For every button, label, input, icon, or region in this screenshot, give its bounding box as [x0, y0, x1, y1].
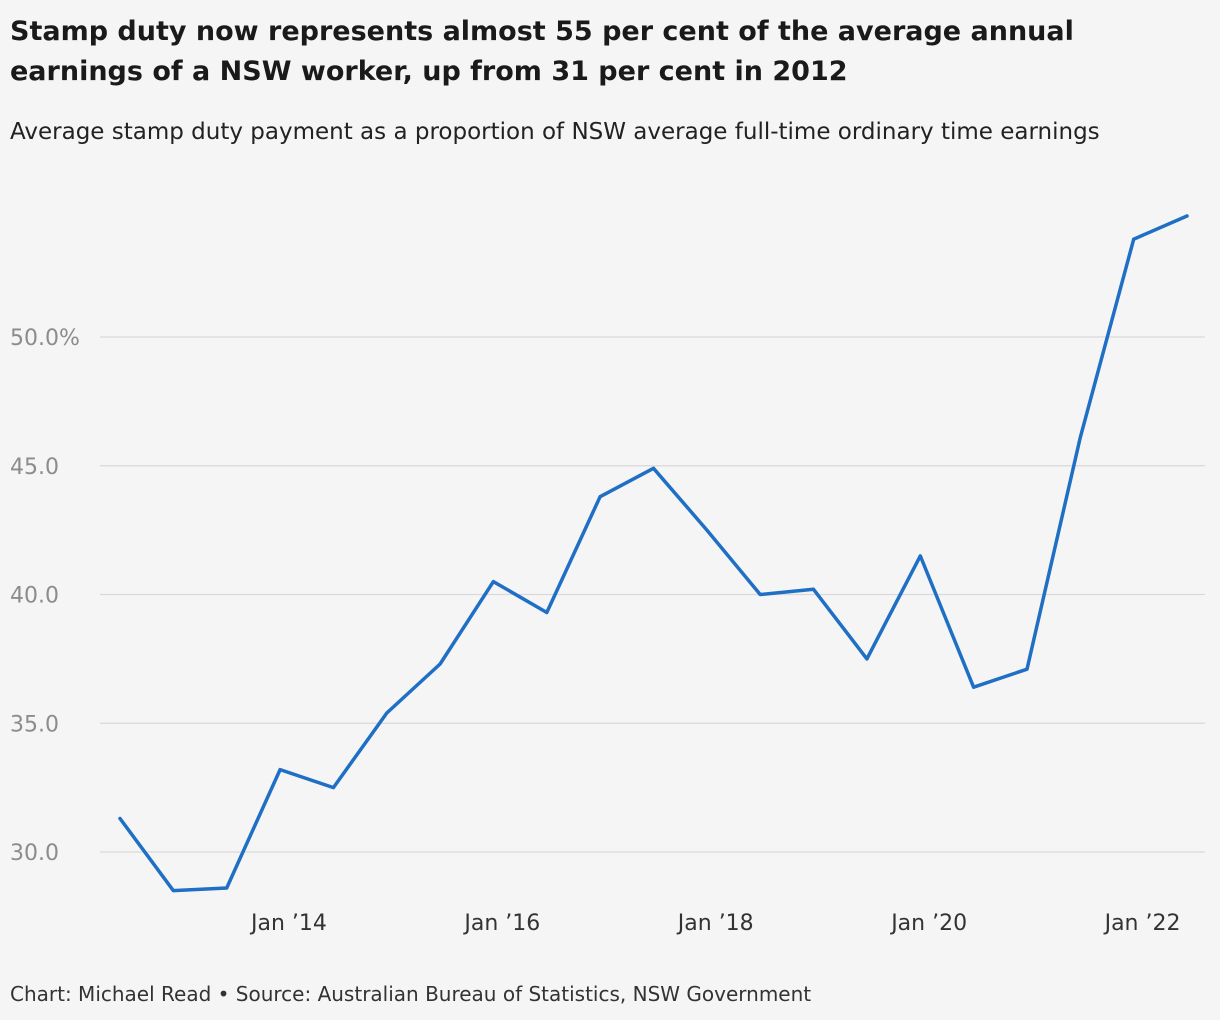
y-tick-label: 30.0: [10, 841, 59, 866]
data-point: [652, 466, 655, 470]
data-point: [118, 817, 122, 821]
data-point: [545, 611, 549, 615]
x-tick-label: Jan ’22: [1103, 911, 1181, 936]
data-point: [171, 889, 175, 893]
data-point: [1132, 237, 1136, 241]
data-point: [438, 662, 442, 666]
x-tick-label: Jan ’16: [462, 911, 540, 936]
data-point: [225, 886, 229, 890]
data-point: [1185, 214, 1189, 218]
chart-title: Stamp duty now represents almost 55 per …: [10, 16, 1074, 87]
data-point: [491, 580, 495, 584]
data-point: [918, 554, 922, 558]
x-tick-label: Jan ’14: [249, 911, 327, 936]
data-point: [812, 587, 816, 591]
y-tick-label: 40.0: [10, 584, 59, 609]
series-line: [118, 214, 1189, 893]
data-point: [972, 685, 976, 689]
x-tick-label: Jan ’20: [889, 911, 967, 936]
data-point: [1025, 667, 1029, 671]
data-point: [278, 768, 282, 772]
y-axis-ticks: 30.0 35.0 40.0 45.0 50.0%: [10, 326, 80, 866]
data-point: [865, 657, 869, 661]
y-tick-label: 45.0: [10, 455, 59, 480]
y-tick-label: 35.0: [10, 712, 59, 737]
line-chart: 30.035.040.045.050.0% Jan ’14 Jan ’16 Jan …: [10, 214, 1205, 936]
gridlines: [100, 336, 1205, 853]
data-point: [385, 711, 389, 715]
chart-subtitle: Average stamp duty payment as a proporti…: [10, 119, 1100, 145]
x-axis-ticks: Jan ’14 Jan ’16 Jan ’18 Jan ’20 Jan ’22: [249, 911, 1181, 936]
data-point: [331, 786, 335, 790]
x-tick-label: Jan ’18: [676, 911, 754, 936]
data-point: [598, 495, 602, 499]
data-point: [758, 593, 762, 596]
data-point: [705, 528, 709, 532]
series-layer: [118, 214, 1189, 893]
data-point: [1078, 435, 1082, 439]
chart-source-credit: Chart: Michael Read • Source: Australian…: [10, 982, 812, 1006]
y-tick-label: 50.0%: [10, 326, 80, 351]
